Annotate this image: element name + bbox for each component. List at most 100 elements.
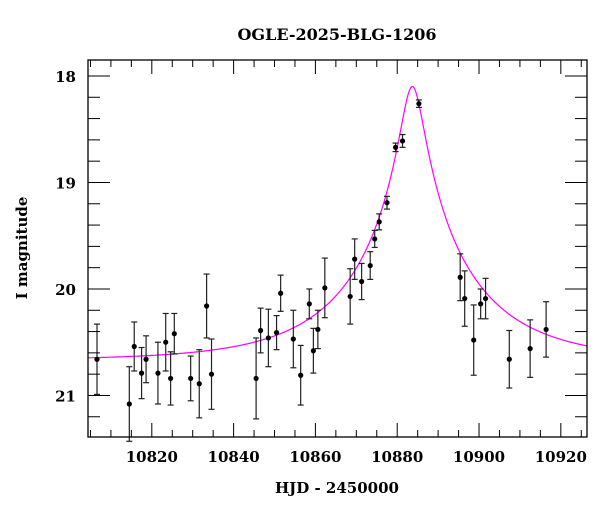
data-point (154, 341, 161, 405)
data-point (297, 344, 304, 406)
data-point (126, 366, 133, 442)
data-point (203, 273, 210, 339)
data-marker (367, 262, 373, 269)
y-axis-label: I magnitude (13, 197, 31, 300)
data-marker (315, 326, 321, 333)
data-point (257, 307, 264, 354)
data-point (314, 309, 321, 350)
x-tick-labels: 10820 10840 10860 10880 10900 10920 (126, 448, 587, 466)
data-marker (306, 301, 312, 307)
data-point (171, 312, 178, 355)
data-marker (384, 200, 390, 206)
data-marker (298, 372, 304, 378)
y-tick-label: 19 (55, 174, 76, 192)
data-point (457, 253, 464, 302)
data-marker (258, 327, 264, 334)
data-marker (310, 348, 316, 354)
data-marker (171, 331, 177, 337)
data-marker (208, 371, 215, 377)
data-marker (94, 356, 100, 362)
data-point (93, 323, 100, 396)
data-marker (273, 330, 280, 336)
data-point (306, 288, 313, 320)
data-marker (131, 343, 137, 350)
data-point (162, 312, 169, 372)
model-curve (88, 85, 588, 359)
data-marker (399, 138, 406, 144)
x-tick-label: 10860 (289, 448, 341, 466)
data-point (265, 308, 272, 368)
data-marker (278, 290, 284, 296)
data-point (310, 327, 317, 374)
data-marker (462, 295, 468, 302)
plot-area (87, 59, 588, 442)
data-marker (372, 236, 378, 242)
chart-title: OGLE-2025-BLG-1206 (237, 25, 436, 44)
data-marker (392, 144, 399, 150)
data-marker (416, 101, 422, 107)
x-tick-label: 10920 (535, 448, 587, 466)
data-point (290, 309, 297, 369)
data-point (383, 195, 390, 210)
data-point (358, 262, 365, 301)
data-marker (527, 346, 533, 352)
y-tick-label: 21 (55, 387, 76, 405)
data-point (399, 133, 406, 148)
data-marker (155, 370, 161, 376)
data-marker (196, 381, 202, 387)
x-axis-label: HJD - 2450000 (275, 479, 399, 497)
data-point (477, 288, 484, 320)
data-marker (457, 274, 463, 280)
data-point (277, 274, 284, 312)
data-point (367, 251, 374, 280)
data-point (253, 337, 260, 420)
data-point (527, 319, 534, 378)
data-point (131, 321, 138, 372)
x-tick-label: 10900 (453, 448, 505, 466)
data-point (196, 349, 203, 419)
data-marker (290, 336, 296, 342)
data-point (273, 314, 280, 351)
data-point (392, 142, 399, 153)
data-marker (359, 278, 365, 285)
data-marker (478, 301, 484, 307)
y-tick-label: 18 (55, 68, 76, 86)
y-tick-labels: 18 19 20 21 (55, 68, 76, 405)
data-marker (482, 295, 489, 302)
plot-frame (87, 59, 588, 438)
x-tick-label: 10840 (208, 448, 260, 466)
data-marker (168, 375, 174, 382)
data-marker (352, 256, 358, 262)
data-point (167, 351, 174, 406)
data-point (482, 277, 489, 320)
data-point (470, 304, 477, 376)
data-point (461, 270, 468, 327)
data-point (347, 268, 354, 325)
data-marker (543, 326, 549, 333)
data-marker (188, 375, 194, 382)
data-marker (265, 335, 271, 341)
data-point (543, 301, 550, 358)
data-point (506, 329, 513, 389)
data-marker (506, 356, 512, 362)
data-point (371, 229, 378, 249)
y-tick-label: 20 (55, 281, 76, 299)
data-marker (143, 356, 149, 362)
data-point (321, 257, 328, 319)
x-tick-label: 10820 (126, 448, 178, 466)
data-point (138, 346, 145, 400)
data-marker (322, 285, 328, 291)
data-marker (471, 337, 477, 343)
data-point (208, 338, 215, 410)
data-point (187, 355, 194, 402)
data-marker (376, 219, 382, 225)
data-marker (204, 303, 210, 309)
data-marker (126, 401, 132, 407)
data-marker (138, 370, 145, 376)
data-point (415, 99, 422, 108)
data-point (351, 238, 358, 280)
data-marker (347, 293, 353, 300)
data-point (143, 335, 150, 384)
data-marker (163, 339, 169, 345)
